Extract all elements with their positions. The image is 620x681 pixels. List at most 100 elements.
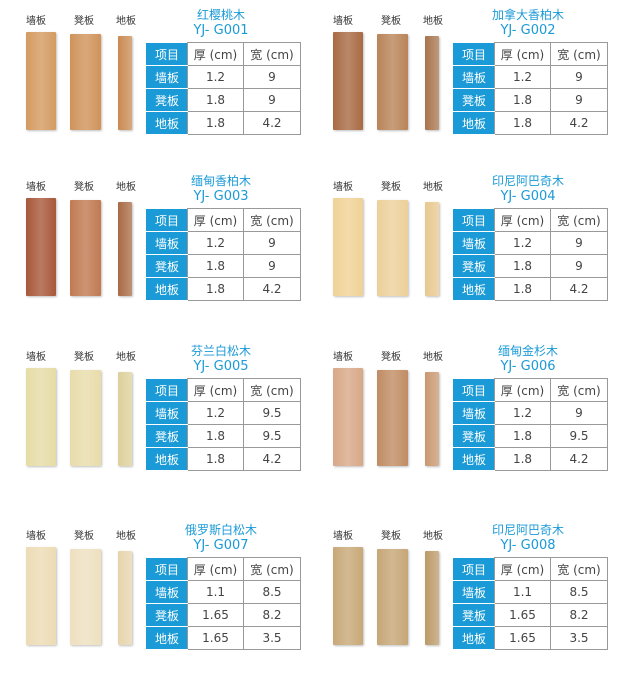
width-value: 8.2 <box>550 603 608 627</box>
floor-label: 地板 <box>423 352 443 363</box>
spec-table: 项目 厚 (cm) 宽 (cm) 墙板 1.2 9 凳板 1.8 9.5 地板 … <box>453 378 608 471</box>
row-label: 凳板 <box>146 424 188 448</box>
thickness-value: 1.1 <box>187 580 244 604</box>
row-label: 凳板 <box>146 603 188 627</box>
row-label: 地板 <box>453 447 495 471</box>
thickness-value: 1.8 <box>494 424 551 448</box>
thickness-value: 1.8 <box>494 254 551 278</box>
thickness-value: 1.2 <box>494 65 551 89</box>
product-name: 缅甸香柏木 <box>190 174 251 188</box>
bench-board-image <box>70 200 101 296</box>
product-title: 印尼阿巴奇木 YJ- G004 <box>453 174 603 204</box>
header-item: 项目 <box>453 557 495 581</box>
bench-board-image <box>377 549 408 645</box>
row-label: 凳板 <box>453 603 495 627</box>
thickness-value: 1.1 <box>494 580 551 604</box>
width-value: 9.5 <box>243 424 301 448</box>
thickness-value: 1.8 <box>187 277 244 301</box>
spec-table: 项目 厚 (cm) 宽 (cm) 墙板 1.2 9 凳板 1.8 9 地板 1.… <box>146 42 301 135</box>
row-label: 墙板 <box>146 65 188 89</box>
floor-label: 地板 <box>116 16 136 27</box>
width-value: 9 <box>243 88 301 112</box>
bench-board-image <box>70 549 101 645</box>
header-width: 宽 (cm) <box>243 42 301 66</box>
wall-board-image <box>333 368 363 466</box>
table-row: 凳板 1.8 9 <box>453 88 608 112</box>
table-row: 墙板 1.2 9 <box>453 65 608 89</box>
table-header: 项目 厚 (cm) 宽 (cm) <box>453 42 608 66</box>
header-item: 项目 <box>453 208 495 232</box>
thickness-value: 1.8 <box>187 111 244 135</box>
spec-table: 项目 厚 (cm) 宽 (cm) 墙板 1.1 8.5 凳板 1.65 8.2 … <box>453 557 608 650</box>
thickness-value: 1.65 <box>494 603 551 627</box>
row-label: 地板 <box>453 111 495 135</box>
width-value: 9 <box>243 231 301 255</box>
table-row: 地板 1.8 4.2 <box>146 111 301 135</box>
header-width: 宽 (cm) <box>243 557 301 581</box>
thickness-value: 1.8 <box>187 88 244 112</box>
table-header: 项目 厚 (cm) 宽 (cm) <box>453 208 608 232</box>
bench-label: 凳板 <box>74 182 94 193</box>
header-thickness: 厚 (cm) <box>187 208 244 232</box>
table-row: 凳板 1.8 9 <box>146 88 301 112</box>
wall-label: 墙板 <box>26 182 46 193</box>
thickness-value: 1.8 <box>494 447 551 471</box>
table-row: 地板 1.65 3.5 <box>146 626 301 650</box>
table-row: 墙板 1.2 9 <box>453 231 608 255</box>
product-title: 加拿大香柏木 YJ- G002 <box>453 8 603 38</box>
wall-label: 墙板 <box>333 531 353 542</box>
width-value: 4.2 <box>550 447 608 471</box>
wall-board-image <box>333 32 363 130</box>
floor-board-image <box>425 202 439 296</box>
table-row: 凳板 1.65 8.2 <box>146 603 301 627</box>
header-width: 宽 (cm) <box>550 557 608 581</box>
bench-label: 凳板 <box>381 182 401 193</box>
product-title: 缅甸金杉木 YJ- G006 <box>453 344 603 374</box>
product-name: 印尼阿巴奇木 <box>491 523 564 537</box>
thickness-value: 1.65 <box>187 626 244 650</box>
header-width: 宽 (cm) <box>243 378 301 402</box>
width-value: 4.2 <box>243 277 301 301</box>
header-thickness: 厚 (cm) <box>494 208 551 232</box>
bench-board-image <box>377 200 408 296</box>
header-width: 宽 (cm) <box>243 208 301 232</box>
header-thickness: 厚 (cm) <box>187 557 244 581</box>
product-card: 墙板 凳板 地板 印尼阿巴奇木 YJ- G004 项目 厚 (cm) 宽 (cm… <box>307 166 617 332</box>
table-row: 墙板 1.2 9 <box>146 65 301 89</box>
header-thickness: 厚 (cm) <box>187 378 244 402</box>
row-label: 墙板 <box>146 231 188 255</box>
header-item: 项目 <box>146 42 188 66</box>
product-card: 墙板 凳板 地板 红樱桃木 YJ- G001 项目 厚 (cm) 宽 (cm) … <box>0 0 310 166</box>
product-card: 墙板 凳板 地板 缅甸金杉木 YJ- G006 项目 厚 (cm) 宽 (cm)… <box>307 336 617 502</box>
thickness-value: 1.2 <box>187 231 244 255</box>
product-card: 墙板 凳板 地板 芬兰白松木 YJ- G005 项目 厚 (cm) 宽 (cm)… <box>0 336 310 502</box>
floor-board-image <box>118 36 132 130</box>
width-value: 9.5 <box>550 424 608 448</box>
table-header: 项目 厚 (cm) 宽 (cm) <box>146 557 301 581</box>
table-row: 墙板 1.2 9 <box>146 231 301 255</box>
wall-board-image <box>333 198 363 296</box>
product-name: 缅甸金杉木 <box>497 344 558 358</box>
thickness-value: 1.8 <box>187 254 244 278</box>
width-value: 9 <box>550 65 608 89</box>
row-label: 墙板 <box>146 580 188 604</box>
width-value: 4.2 <box>550 277 608 301</box>
width-value: 9 <box>550 88 608 112</box>
bench-board-image <box>377 370 408 466</box>
table-header: 项目 厚 (cm) 宽 (cm) <box>146 378 301 402</box>
row-label: 墙板 <box>453 65 495 89</box>
thickness-value: 1.8 <box>494 111 551 135</box>
table-row: 地板 1.65 3.5 <box>453 626 608 650</box>
wall-board-image <box>26 368 56 466</box>
table-row: 墙板 1.1 8.5 <box>146 580 301 604</box>
header-item: 项目 <box>453 42 495 66</box>
thickness-value: 1.8 <box>494 277 551 301</box>
floor-label: 地板 <box>423 531 443 542</box>
spec-table: 项目 厚 (cm) 宽 (cm) 墙板 1.2 9 凳板 1.8 9 地板 1.… <box>453 42 608 135</box>
thickness-value: 1.8 <box>187 447 244 471</box>
product-title: 缅甸香柏木 YJ- G003 <box>146 174 296 204</box>
table-header: 项目 厚 (cm) 宽 (cm) <box>453 378 608 402</box>
table-row: 凳板 1.8 9 <box>146 254 301 278</box>
header-thickness: 厚 (cm) <box>187 42 244 66</box>
wall-board-image <box>333 547 363 645</box>
